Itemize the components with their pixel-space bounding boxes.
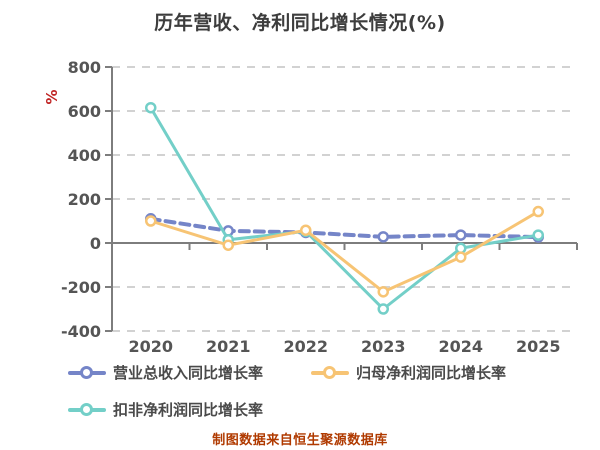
data-source-footer: 制图数据来自恒生聚源数据库 [212,433,388,448]
data-point [377,231,389,243]
data-point [300,224,312,236]
legend-item-0[interactable]: 营业总收入同比增长率 [68,362,263,383]
data-point [455,229,467,241]
legend: 营业总收入同比增长率 归母净利润同比增长率扣非净利润同比增长率 [68,362,548,420]
data-point [532,205,544,218]
data-point [145,101,157,114]
legend-marker-icon [68,403,106,416]
x-tick-label: 2021 [206,337,251,356]
data-point [455,251,467,263]
y-tick-label: -400 [61,322,101,341]
series-line-2 [149,106,540,311]
x-tick-label: 2024 [438,337,483,356]
y-tick-label: 800 [68,58,101,77]
legend-item-2[interactable]: 扣非净利润同比增长率 [68,399,263,420]
y-tick-label: 0 [90,234,101,253]
legend-label: 营业总收入同比增长率 [113,364,264,382]
series-line-1 [149,210,540,294]
y-tick-label: -200 [61,278,101,297]
x-tick-label: 2023 [361,337,406,356]
data-point [532,229,544,241]
series-line-0 [148,216,541,240]
y-axis-name: % [43,89,61,104]
x-tick-label: 2022 [283,337,328,356]
data-point [145,215,157,227]
data-point [377,303,389,315]
legend-label: 归母净利润同比增长率 [356,364,507,382]
x-tick-label: 2025 [516,337,561,356]
legend-marker-icon [311,366,350,379]
legend-label: 扣非净利润同比增长率 [113,401,264,419]
legend-item-1[interactable]: 归母净利润同比增长率 [311,362,506,383]
data-point [377,286,389,298]
y-tick-label: 600 [68,102,101,121]
legend-marker-icon [68,366,106,379]
x-tick-label: 2020 [128,337,173,356]
y-tick-label: 400 [68,146,101,165]
y-tick-label: 200 [68,190,101,209]
chart-title: 历年营收、净利同比增长情况(%) [154,12,446,34]
data-point [222,239,234,251]
